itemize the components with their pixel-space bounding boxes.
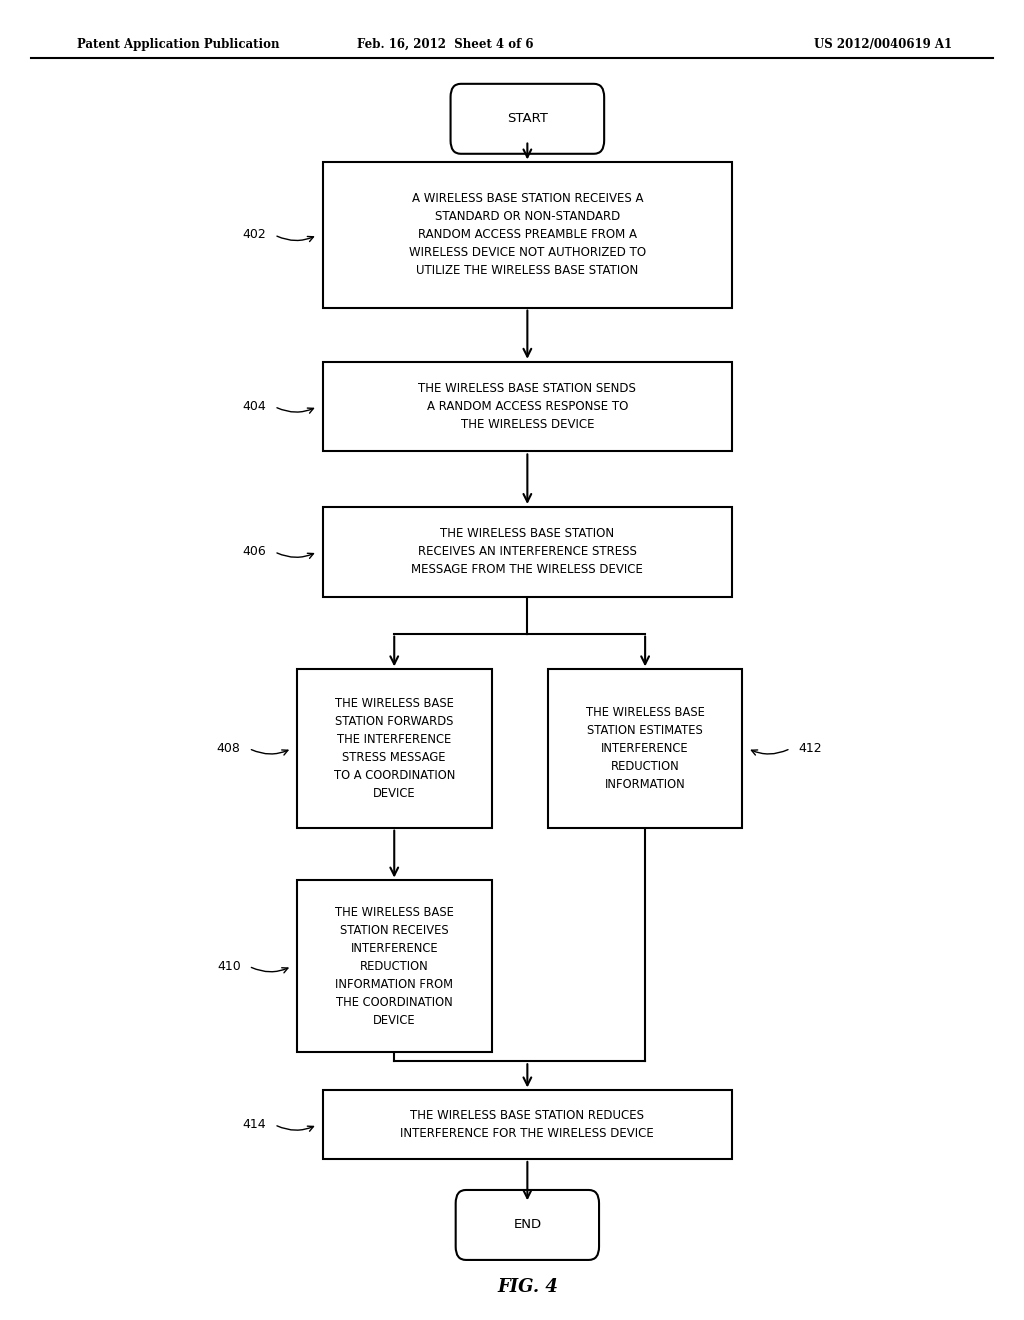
Text: FIG. 4: FIG. 4 <box>497 1278 558 1296</box>
Text: THE WIRELESS BASE STATION
RECEIVES AN INTERFERENCE STRESS
MESSAGE FROM THE WIREL: THE WIRELESS BASE STATION RECEIVES AN IN… <box>412 527 643 577</box>
Text: US 2012/0040619 A1: US 2012/0040619 A1 <box>814 38 952 50</box>
Text: THE WIRELESS BASE
STATION FORWARDS
THE INTERFERENCE
STRESS MESSAGE
TO A COORDINA: THE WIRELESS BASE STATION FORWARDS THE I… <box>334 697 455 800</box>
Text: 414: 414 <box>243 1118 266 1131</box>
Text: END: END <box>513 1218 542 1232</box>
Bar <box>548 669 742 828</box>
Text: THE WIRELESS BASE STATION REDUCES
INTERFERENCE FOR THE WIRELESS DEVICE: THE WIRELESS BASE STATION REDUCES INTERF… <box>400 1109 654 1140</box>
FancyBboxPatch shape <box>451 84 604 153</box>
Text: THE WIRELESS BASE
STATION RECEIVES
INTERFERENCE
REDUCTION
INFORMATION FROM
THE C: THE WIRELESS BASE STATION RECEIVES INTER… <box>335 906 454 1027</box>
Text: 406: 406 <box>243 545 266 558</box>
Text: 402: 402 <box>243 228 266 242</box>
Text: 412: 412 <box>799 742 822 755</box>
Bar <box>323 1090 732 1159</box>
Bar <box>323 162 732 308</box>
FancyBboxPatch shape <box>456 1191 599 1259</box>
Bar <box>297 669 492 828</box>
Bar <box>323 507 732 597</box>
Text: A WIRELESS BASE STATION RECEIVES A
STANDARD OR NON-STANDARD
RANDOM ACCESS PREAMB: A WIRELESS BASE STATION RECEIVES A STAND… <box>409 193 646 277</box>
Text: Patent Application Publication: Patent Application Publication <box>77 38 280 50</box>
Text: THE WIRELESS BASE
STATION ESTIMATES
INTERFERENCE
REDUCTION
INFORMATION: THE WIRELESS BASE STATION ESTIMATES INTE… <box>586 706 705 791</box>
Text: START: START <box>507 112 548 125</box>
Text: 410: 410 <box>217 960 241 973</box>
Bar <box>297 880 492 1052</box>
Text: THE WIRELESS BASE STATION SENDS
A RANDOM ACCESS RESPONSE TO
THE WIRELESS DEVICE: THE WIRELESS BASE STATION SENDS A RANDOM… <box>419 381 636 432</box>
Text: 404: 404 <box>243 400 266 413</box>
Text: Feb. 16, 2012  Sheet 4 of 6: Feb. 16, 2012 Sheet 4 of 6 <box>357 38 534 50</box>
Text: 408: 408 <box>217 742 241 755</box>
Bar <box>323 362 732 451</box>
